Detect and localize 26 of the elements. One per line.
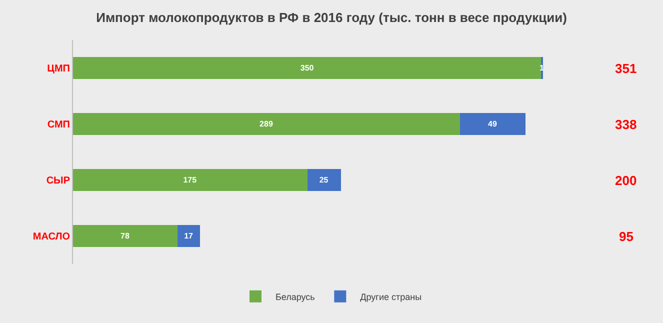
bar (73, 224, 178, 248)
legend-label: Беларусь (276, 292, 316, 302)
legend-label: Другие страны (360, 292, 422, 302)
data-label: 1 (540, 64, 544, 72)
bar (460, 112, 526, 136)
data-label: 350 (300, 64, 314, 72)
y-tick-label: МАСЛО (32, 232, 70, 242)
y-tick-label: СЫР (46, 176, 70, 186)
data-label: 49 (488, 120, 498, 128)
data-label: 17 (184, 232, 194, 240)
data-label: 25 (319, 176, 329, 184)
chart-title: Импорт молокопродуктов в РФ в 2016 году (тыс. тонн в весе продукции) (96, 10, 567, 26)
bar (177, 224, 200, 248)
bar (307, 168, 341, 192)
bar (73, 56, 542, 80)
text: 351 (615, 61, 637, 76)
text: 338 (615, 117, 637, 132)
y-tick-label: ЦМП (47, 64, 70, 74)
data-label: 175 (183, 176, 198, 184)
y-tick-label: СМП (47, 120, 70, 130)
data-label: 289 (260, 120, 274, 128)
bar (73, 168, 308, 192)
bar (73, 112, 460, 136)
text: 95 (619, 229, 634, 244)
data-label: 78 (120, 232, 130, 240)
text: 200 (615, 173, 637, 188)
